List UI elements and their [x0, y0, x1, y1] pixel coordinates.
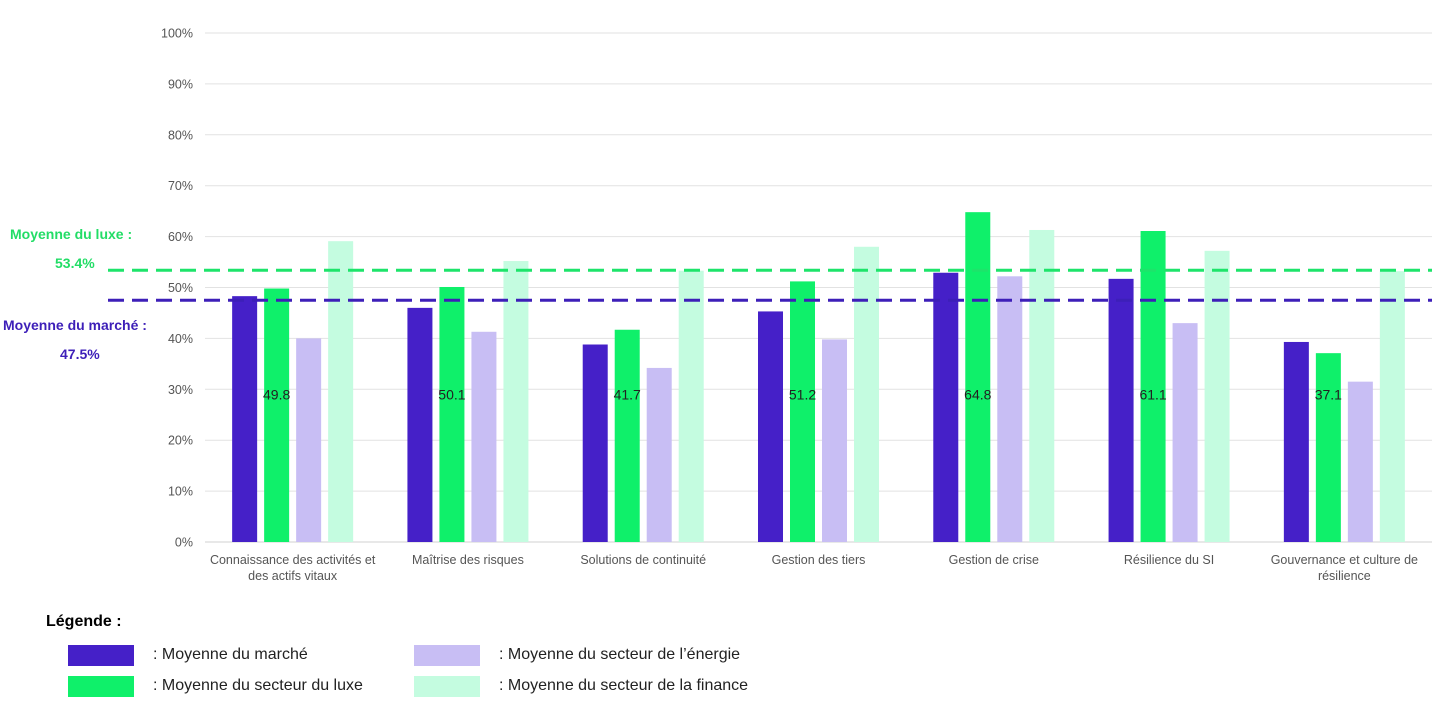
- bar: [997, 276, 1023, 542]
- x-tick-label: résilience: [1318, 569, 1371, 583]
- bar: [503, 261, 529, 542]
- bar: [614, 329, 640, 542]
- data-label: 50.1: [438, 386, 465, 402]
- x-tick-label: Solutions de continuité: [580, 553, 706, 567]
- y-tick-label: 0%: [175, 536, 193, 550]
- y-tick-label: 70%: [168, 179, 193, 193]
- data-label: 51.2: [789, 386, 816, 402]
- bar: [407, 307, 433, 542]
- bar: [232, 296, 258, 542]
- bar-chart: 0% 10% 20% 30% 40% 50% 60% 70% 80% 90% 100% 49.8 50…: [108, 27, 1432, 583]
- legend-swatch-market: [68, 644, 134, 666]
- bar: [678, 270, 704, 542]
- legend-item-luxury: : Moyenne du secteur du luxe: [68, 674, 363, 698]
- bar: [1029, 229, 1055, 542]
- x-tick-label: Gestion des tiers: [772, 553, 866, 567]
- luxe-average-value: 53.4%: [55, 255, 95, 271]
- y-tick-label: 60%: [168, 230, 193, 244]
- x-tick-label: Maîtrise des risques: [412, 553, 524, 567]
- x-tick-label: des actifs vitaux: [248, 569, 338, 583]
- market-average-title: Moyenne du marché :: [3, 317, 147, 333]
- data-label: 41.7: [614, 386, 641, 402]
- legend-swatch-luxury: [68, 675, 134, 697]
- y-tick-label: 40%: [168, 332, 193, 346]
- bar: [854, 246, 879, 542]
- bar: [296, 338, 322, 542]
- y-tick-label: 100%: [161, 27, 193, 41]
- legend-label-finance: : Moyenne du secteur de la finance: [499, 677, 749, 694]
- bar: [1347, 381, 1373, 542]
- x-tick-label: Gestion de crise: [949, 553, 1039, 567]
- y-tick-label: 80%: [168, 128, 193, 142]
- bar: [439, 286, 465, 542]
- x-axis-categories: Connaissance des activités et des actifs …: [210, 553, 1418, 583]
- legend-item-finance: : Moyenne du secteur de la finance: [414, 674, 748, 698]
- y-tick-label: 20%: [168, 434, 193, 448]
- bar: [1204, 250, 1230, 543]
- legend-swatch-energy: [414, 644, 480, 666]
- bar: [965, 212, 991, 542]
- legend-title: Légende :: [46, 613, 122, 630]
- bar: [790, 281, 815, 542]
- bar: [1108, 278, 1134, 542]
- y-tick-label: 30%: [168, 383, 193, 397]
- bar: [582, 344, 608, 542]
- bar: [1283, 341, 1309, 542]
- reference-lines: [108, 268, 1432, 302]
- bar: [1140, 231, 1166, 542]
- data-label: 37.1: [1315, 386, 1342, 402]
- bars: [232, 212, 1405, 543]
- x-tick-label: Connaissance des activités et: [210, 553, 376, 567]
- legend-label-luxury: : Moyenne du secteur du luxe: [153, 677, 363, 694]
- x-tick-label: Gouvernance et culture de: [1271, 553, 1418, 567]
- legend-item-energy: : Moyenne du secteur de l’énergie: [414, 643, 740, 667]
- market-average-value: 47.5%: [60, 346, 100, 362]
- bar: [933, 272, 959, 542]
- bar: [1379, 271, 1405, 542]
- data-labels: 49.8 50.1 41.7 51.2 64.8 61.1 37.1: [263, 386, 1342, 402]
- y-tick-label: 50%: [168, 281, 193, 295]
- bar: [1172, 323, 1198, 542]
- y-axis-ticks: 0% 10% 20% 30% 40% 50% 60% 70% 80% 90% 100%: [161, 27, 193, 550]
- data-label: 61.1: [1139, 386, 1166, 402]
- bar: [822, 339, 847, 542]
- bar: [264, 288, 290, 542]
- x-tick-label: Résilience du SI: [1124, 553, 1214, 567]
- bar: [1315, 353, 1341, 542]
- legend-label-energy: : Moyenne du secteur de l’énergie: [499, 646, 741, 663]
- y-tick-label: 10%: [168, 485, 193, 499]
- bar: [758, 311, 783, 542]
- bar: [328, 241, 354, 542]
- bar: [646, 367, 672, 542]
- data-label: 64.8: [964, 386, 991, 402]
- data-label: 49.8: [263, 386, 290, 402]
- grid-lines: [205, 32, 1432, 543]
- luxe-average-title: Moyenne du luxe :: [10, 226, 133, 242]
- legend-swatch-finance: [414, 675, 480, 697]
- y-tick-label: 90%: [168, 77, 193, 91]
- bar: [471, 331, 497, 542]
- legend-label-market: : Moyenne du marché: [153, 646, 308, 663]
- legend-item-market: : Moyenne du marché: [68, 643, 308, 667]
